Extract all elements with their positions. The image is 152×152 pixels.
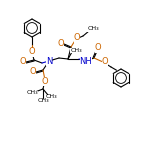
Text: N: N: [46, 57, 52, 66]
Text: O: O: [102, 57, 108, 67]
Text: NH: NH: [80, 57, 92, 66]
Text: O: O: [58, 40, 64, 48]
Text: O: O: [20, 57, 26, 67]
Text: CH₃: CH₃: [70, 47, 82, 52]
Text: CH₃: CH₃: [26, 90, 38, 95]
Text: O: O: [95, 43, 101, 52]
Text: O: O: [29, 47, 35, 57]
Text: O: O: [30, 67, 36, 76]
Text: CH₃: CH₃: [37, 98, 49, 104]
Text: CH₃: CH₃: [87, 26, 99, 31]
Text: O: O: [42, 76, 48, 85]
Text: CH₃: CH₃: [45, 95, 57, 100]
Text: O: O: [74, 33, 80, 43]
